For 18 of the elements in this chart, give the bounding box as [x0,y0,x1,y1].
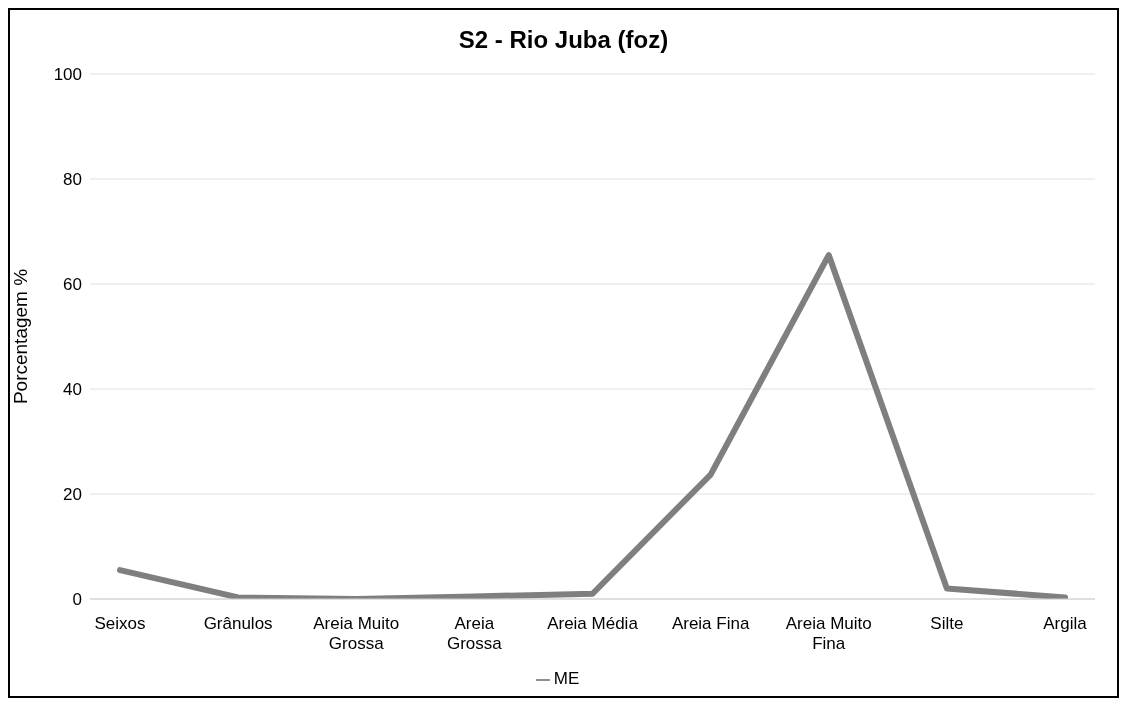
x-tick-label: Areia Fina [671,614,750,633]
y-tick-label: 80 [63,170,82,190]
x-tick-label: Areia Média [547,614,639,633]
x-tick-label: Seixos [94,614,146,633]
x-tick-label: Silte [930,614,964,633]
y-tick-label: 40 [63,380,82,400]
y-tick-label: 20 [63,485,82,505]
x-tick-label: Grânulos [203,614,273,633]
y-tick-label: 100 [53,65,82,85]
legend-label: ME [553,669,580,688]
y-tick-label: 60 [63,275,82,295]
chart-title: S2 - Rio Juba (foz) [457,26,670,54]
y-axis-title: Porcentagem % [9,268,31,405]
x-tick-label: Areia Muito Grossa [313,614,400,653]
x-tick-label: Areia Grossa [446,614,503,653]
y-tick-label: 0 [72,590,82,610]
x-tick-label: Argila [1043,614,1088,633]
x-tick-label: Areia Muito Fina [785,614,872,653]
